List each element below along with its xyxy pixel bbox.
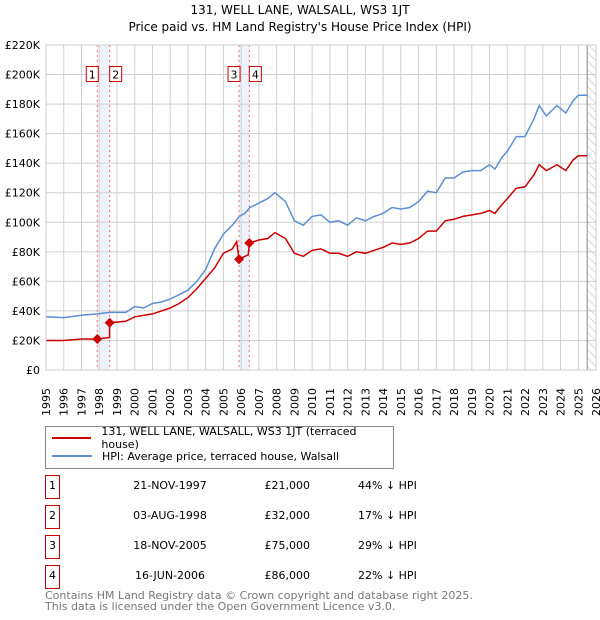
sale-price: £21,000 <box>264 479 311 492</box>
x-tick-label: 2024 <box>555 388 568 416</box>
x-tick-label: 1995 <box>40 388 53 416</box>
y-tick-label: £160K <box>5 128 41 141</box>
sale-band <box>97 45 110 370</box>
legend-swatch-blue <box>52 455 92 457</box>
footer-copyright: Contains HM Land Registry data © Crown c… <box>45 589 473 602</box>
x-tick-label: 2000 <box>129 388 142 416</box>
x-tick-label: 2004 <box>200 388 213 416</box>
legend-item-property: 131, WELL LANE, WALSALL, WS3 1JT (terrac… <box>52 425 393 451</box>
sale-number: 1 <box>45 475 60 499</box>
x-tick-label: 2025 <box>572 388 585 416</box>
sale-point <box>92 333 103 344</box>
x-tick-label: 2021 <box>501 388 514 416</box>
x-tick-label: 2002 <box>164 388 177 416</box>
sale-price: £32,000 <box>264 509 311 522</box>
sale-hpi-diff: 29% ↓ HPI <box>358 539 417 552</box>
x-tick-label: 2026 <box>590 388 600 416</box>
y-tick-label: £200K <box>5 69 41 82</box>
sale-point <box>244 237 255 248</box>
sale-label-box <box>248 66 262 83</box>
property-price-line <box>46 155 588 342</box>
sale-row: 1 21-NOV-1997 £21,000 44% ↓ HPI <box>45 475 445 499</box>
x-tick-label: 2022 <box>519 388 532 416</box>
sale-price: £86,000 <box>264 569 311 582</box>
y-tick-label: £0 <box>26 364 40 377</box>
legend: 131, WELL LANE, WALSALL, WS3 1JT (terrac… <box>45 425 394 469</box>
sale-row: 4 16-JUN-2006 £86,000 22% ↓ HPI <box>45 565 445 589</box>
sale-date: 21-NOV-1997 <box>133 479 207 492</box>
x-tick-label: 2015 <box>395 388 408 416</box>
sale-number: 3 <box>45 535 60 559</box>
sale-point <box>104 317 115 328</box>
x-tick-label: 2009 <box>288 388 301 416</box>
x-tick-label: 2023 <box>537 388 550 416</box>
x-tick-label: 2014 <box>377 388 390 416</box>
x-tick-label: 2018 <box>448 388 461 416</box>
forecast-hatch <box>587 45 596 370</box>
x-tick-label: 2019 <box>466 388 479 416</box>
chart-subtitle: Price paid vs. HM Land Registry's House … <box>128 20 472 34</box>
plot-border <box>45 44 597 371</box>
x-tick-label: 1996 <box>58 388 71 416</box>
sale-row: 2 03-AUG-1998 £32,000 17% ↓ HPI <box>45 505 445 529</box>
sale-number: 4 <box>45 565 60 589</box>
legend-label: HPI: Average price, terraced house, Wals… <box>102 449 340 463</box>
x-tick-label: 2001 <box>146 388 159 416</box>
x-tick-label: 1999 <box>111 388 124 416</box>
y-tick-label: £100K <box>5 216 41 229</box>
y-tick-label: £220K <box>5 39 41 52</box>
x-tick-label: 1998 <box>93 388 106 416</box>
sale-number: 2 <box>45 505 60 529</box>
sale-label-box <box>85 66 99 83</box>
x-tick-label: 2010 <box>306 388 319 416</box>
x-tick-label: 2016 <box>413 388 426 416</box>
sale-label: 1 <box>89 69 96 82</box>
footer-licence: This data is licensed under the Open Gov… <box>45 600 396 613</box>
x-tick-label: 2007 <box>253 388 266 416</box>
y-tick-label: £60K <box>12 275 41 288</box>
x-tick-label: 2017 <box>430 388 443 416</box>
sale-hpi-diff: 17% ↓ HPI <box>358 509 417 522</box>
sale-label: 3 <box>231 69 238 82</box>
sale-date: 18-NOV-2005 <box>133 539 207 552</box>
sale-label: 2 <box>112 69 119 82</box>
x-tick-label: 2006 <box>235 388 248 416</box>
sale-point <box>234 254 245 265</box>
sale-row: 3 18-NOV-2005 £75,000 29% ↓ HPI <box>45 535 445 559</box>
sale-label: 4 <box>252 69 259 82</box>
x-tick-label: 2005 <box>217 388 230 416</box>
sale-date: 16-JUN-2006 <box>134 569 206 582</box>
sale-label-box <box>227 66 241 83</box>
x-tick-label: 2020 <box>484 388 497 416</box>
chart-title: 131, WELL LANE, WALSALL, WS3 1JT <box>190 3 410 17</box>
sale-label-box <box>109 66 123 83</box>
sale-hpi-diff: 44% ↓ HPI <box>358 479 417 492</box>
y-tick-label: £40K <box>12 305 41 318</box>
x-tick-label: 2013 <box>359 388 372 416</box>
sale-price: £75,000 <box>264 539 311 552</box>
x-tick-label: 2003 <box>182 388 195 416</box>
x-tick-label: 1997 <box>75 388 88 416</box>
price-chart: 1995 1996 1997 1998 1999 2000 2001 2002 2003 2004… <box>5 39 600 416</box>
sale-hpi-diff: 22% ↓ HPI <box>358 569 417 582</box>
y-tick-label: £120K <box>5 187 41 200</box>
sale-band <box>239 45 250 370</box>
hpi-line <box>45 94 588 319</box>
y-tick-label: £180K <box>5 98 41 111</box>
y-tick-label: £20K <box>12 334 41 347</box>
x-tick-label: 2011 <box>324 388 337 416</box>
sale-date: 03-AUG-1998 <box>133 509 207 522</box>
legend-item-hpi: HPI: Average price, terraced house, Wals… <box>52 448 339 464</box>
legend-label: 131, WELL LANE, WALSALL, WS3 1JT (terrac… <box>101 425 357 451</box>
x-tick-label: 2012 <box>342 388 355 416</box>
y-tick-label: £80K <box>12 246 41 259</box>
legend-swatch-red <box>52 437 92 439</box>
x-tick-label: 2008 <box>271 388 284 416</box>
y-tick-label: £140K <box>5 157 41 170</box>
